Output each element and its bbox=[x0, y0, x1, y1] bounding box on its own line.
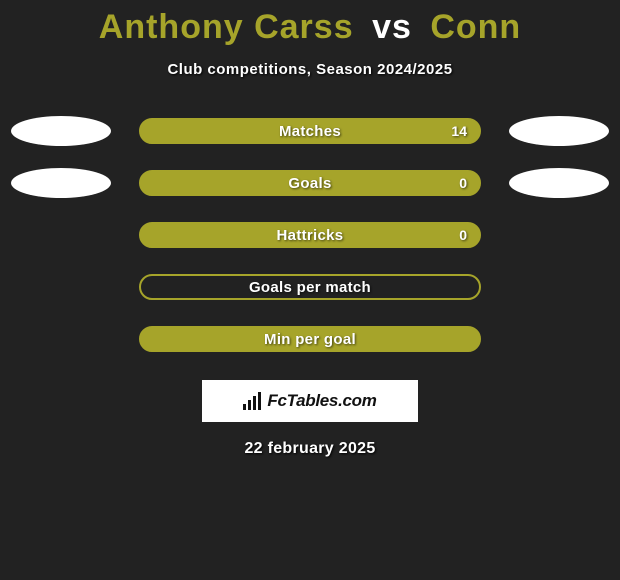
bar-chart-icon bbox=[243, 392, 261, 410]
stat-label: Goals per match bbox=[249, 279, 371, 296]
stat-bar: Goals 0 bbox=[139, 170, 481, 196]
stat-label: Min per goal bbox=[264, 331, 356, 348]
stat-bar: Min per goal bbox=[139, 326, 481, 352]
source-badge: FcTables.com bbox=[202, 380, 418, 422]
stat-value: 0 bbox=[459, 175, 467, 191]
stat-label: Goals bbox=[288, 175, 331, 192]
badge-text: FcTables.com bbox=[267, 391, 376, 411]
stat-row: Goals per match bbox=[0, 272, 620, 302]
stat-rows: Matches 14 Goals 0 Hattricks 0 Goals per match… bbox=[0, 116, 620, 354]
stat-row: Goals 0 bbox=[0, 168, 620, 198]
stat-row: Hattricks 0 bbox=[0, 220, 620, 250]
stat-row: Min per goal bbox=[0, 324, 620, 354]
player2-name: Conn bbox=[430, 8, 521, 46]
stat-bar: Hattricks 0 bbox=[139, 222, 481, 248]
generated-date: 22 february 2025 bbox=[244, 440, 375, 458]
subtitle: Club competitions, Season 2024/2025 bbox=[167, 61, 452, 78]
stat-label: Matches bbox=[279, 123, 341, 140]
right-marker bbox=[509, 168, 609, 198]
left-marker bbox=[11, 168, 111, 198]
page-title: Anthony Carss vs Conn bbox=[99, 8, 521, 47]
stat-label: Hattricks bbox=[277, 227, 344, 244]
vs-separator: vs bbox=[372, 8, 412, 46]
right-marker bbox=[509, 116, 609, 146]
stat-value: 0 bbox=[459, 227, 467, 243]
left-marker bbox=[11, 116, 111, 146]
infographic-container: Anthony Carss vs Conn Club competitions,… bbox=[0, 0, 620, 458]
stat-bar: Matches 14 bbox=[139, 118, 481, 144]
stat-bar: Goals per match bbox=[139, 274, 481, 300]
stat-value: 14 bbox=[451, 123, 467, 139]
player1-name: Anthony Carss bbox=[99, 8, 354, 46]
stat-row: Matches 14 bbox=[0, 116, 620, 146]
